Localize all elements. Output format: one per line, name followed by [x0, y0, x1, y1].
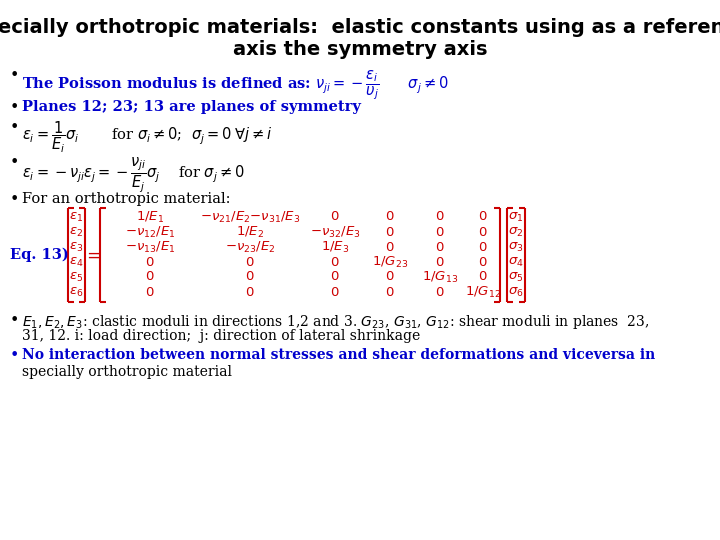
Text: $0$: $0$ [330, 211, 340, 224]
Text: The Poisson modulus is defined as: $\nu_{ji} = -\dfrac{\varepsilon_i}{\upsilon_j: The Poisson modulus is defined as: $\nu_… [22, 68, 449, 102]
Text: $\sigma_6$: $\sigma_6$ [508, 286, 524, 299]
Text: $\varepsilon_3$: $\varepsilon_3$ [69, 240, 84, 254]
Text: $1/G_{23}$: $1/G_{23}$ [372, 254, 408, 269]
Text: Eq. 13): Eq. 13) [10, 248, 68, 262]
Text: axis the symmetry axis: axis the symmetry axis [233, 40, 487, 59]
Text: $0$: $0$ [436, 226, 445, 239]
Text: $0$: $0$ [385, 286, 395, 299]
Text: $0$: $0$ [145, 286, 155, 299]
Text: $0$: $0$ [145, 255, 155, 268]
Text: $1/E_2$: $1/E_2$ [236, 225, 264, 240]
Text: $0$: $0$ [436, 240, 445, 253]
Text: $0$: $0$ [385, 226, 395, 239]
Text: 31, 12. i: load direction;  j: direction of lateral shrinkage: 31, 12. i: load direction; j: direction … [22, 329, 420, 343]
Text: $0$: $0$ [330, 286, 340, 299]
Text: $\varepsilon_1$: $\varepsilon_1$ [69, 211, 84, 224]
Text: $0$: $0$ [385, 211, 395, 224]
Text: •: • [10, 313, 19, 328]
Text: $-\nu_{13}/E_1$: $-\nu_{13}/E_1$ [125, 239, 175, 254]
Text: For an orthotropic material:: For an orthotropic material: [22, 192, 230, 206]
Text: $1/G_{13}$: $1/G_{13}$ [422, 269, 458, 285]
Text: $0$: $0$ [436, 255, 445, 268]
Text: $1/G_{12}$: $1/G_{12}$ [465, 285, 501, 300]
Text: Specially orthotropic materials:  elastic constants using as a reference: Specially orthotropic materials: elastic… [0, 18, 720, 37]
Text: No interaction between normal stresses and shear deformations and viceversa in: No interaction between normal stresses a… [22, 348, 655, 362]
Text: •: • [10, 155, 19, 170]
Text: $=$: $=$ [83, 246, 101, 264]
Text: $0$: $0$ [436, 286, 445, 299]
Text: $\varepsilon_5$: $\varepsilon_5$ [69, 271, 84, 284]
Text: $E_1, E_2, E_3$: clastic moduli in directions 1,2 and 3. $G_{23}$, $G_{31}$, $G_: $E_1, E_2, E_3$: clastic moduli in direc… [22, 313, 649, 331]
Text: Planes 12; 23; 13 are planes of symmetry: Planes 12; 23; 13 are planes of symmetry [22, 100, 361, 114]
Text: $\sigma_3$: $\sigma_3$ [508, 240, 523, 254]
Text: $0$: $0$ [246, 286, 255, 299]
Text: $-\nu_{32}/E_3$: $-\nu_{32}/E_3$ [310, 225, 360, 240]
Text: •: • [10, 120, 19, 135]
Text: $0$: $0$ [478, 255, 487, 268]
Text: $\varepsilon_i = \dfrac{1}{E_i}\sigma_i$$\qquad$ for $\sigma_i \neq 0$;  $\sigma: $\varepsilon_i = \dfrac{1}{E_i}\sigma_i$… [22, 120, 273, 156]
Text: specially orthotropic material: specially orthotropic material [22, 365, 232, 379]
Text: •: • [10, 192, 19, 207]
Text: $\sigma_5$: $\sigma_5$ [508, 271, 523, 284]
Text: $\varepsilon_6$: $\varepsilon_6$ [69, 286, 84, 299]
Text: $\sigma_4$: $\sigma_4$ [508, 255, 524, 268]
Text: $\varepsilon_i = -\nu_{ji}\varepsilon_j = -\dfrac{\nu_{ji}}{E_j}\sigma_j$$\quad$: $\varepsilon_i = -\nu_{ji}\varepsilon_j … [22, 155, 245, 194]
Text: $-\nu_{21}/E_2{-}\nu_{31}/E_3$: $-\nu_{21}/E_2{-}\nu_{31}/E_3$ [200, 210, 300, 225]
Text: $1/E_1$: $1/E_1$ [136, 210, 164, 225]
Text: $0$: $0$ [436, 211, 445, 224]
Text: •: • [10, 68, 19, 83]
Text: $0$: $0$ [478, 226, 487, 239]
Text: $0$: $0$ [478, 240, 487, 253]
Text: $0$: $0$ [478, 271, 487, 284]
Text: $0$: $0$ [330, 255, 340, 268]
Text: $\sigma_1$: $\sigma_1$ [508, 211, 523, 224]
Text: $0$: $0$ [478, 211, 487, 224]
Text: $-\nu_{23}/E_2$: $-\nu_{23}/E_2$ [225, 239, 275, 254]
Text: $-\nu_{12}/E_1$: $-\nu_{12}/E_1$ [125, 225, 175, 240]
Text: $0$: $0$ [385, 271, 395, 284]
Text: $\sigma_2$: $\sigma_2$ [508, 226, 523, 239]
Text: $\varepsilon_4$: $\varepsilon_4$ [69, 255, 84, 268]
Text: $0$: $0$ [246, 271, 255, 284]
Text: $0$: $0$ [385, 240, 395, 253]
Text: •: • [10, 100, 19, 115]
Text: $0$: $0$ [145, 271, 155, 284]
Text: $\varepsilon_2$: $\varepsilon_2$ [69, 226, 84, 239]
Text: $0$: $0$ [246, 255, 255, 268]
Text: •: • [10, 348, 19, 363]
Text: $0$: $0$ [330, 271, 340, 284]
Text: $1/E_3$: $1/E_3$ [321, 239, 349, 254]
